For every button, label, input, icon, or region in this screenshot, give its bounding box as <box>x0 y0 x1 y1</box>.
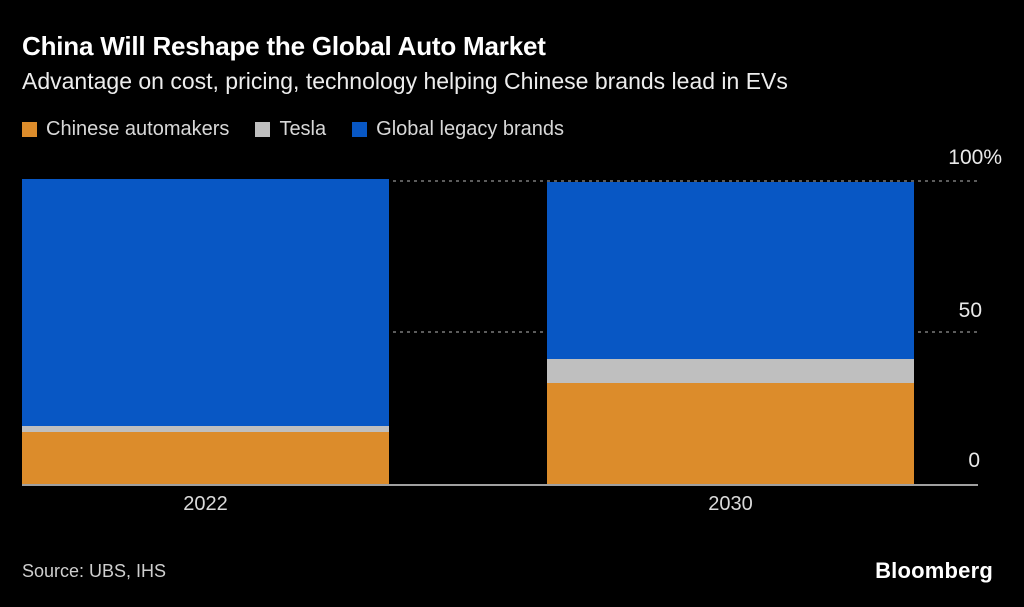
segment-chinese-automakers-2030 <box>547 383 914 484</box>
legend-item-chinese-automakers: Chinese automakers <box>22 118 229 141</box>
y-axis-tick-50: 50 <box>958 299 982 322</box>
legend-swatch-orange-icon <box>22 122 37 137</box>
segment-global-legacy-brands-2030 <box>547 182 914 359</box>
legend-swatch-gray-icon <box>255 122 271 137</box>
legend-label-chinese-automakers: Chinese automakers <box>46 118 230 140</box>
chart-title: China Will Reshape the Global Auto Marke… <box>22 31 546 61</box>
legend-label-global-legacy-brands: Global legacy brands <box>376 118 565 140</box>
chart-subtitle: Advantage on cost, pricing, technology h… <box>22 68 788 94</box>
segment-global-legacy-brands-2022 <box>22 179 389 427</box>
source-note: Source: UBS, IHS <box>22 561 167 581</box>
bar-2022 <box>22 179 389 484</box>
legend-label-tesla: Tesla <box>279 118 327 140</box>
gridline-100-percent <box>22 180 978 182</box>
segment-tesla-2022 <box>22 426 389 433</box>
bar-2030 <box>547 182 914 484</box>
bloomberg-logo: Bloomberg <box>875 558 993 583</box>
y-axis-tick-100: 100% <box>948 146 1002 169</box>
segment-chinese-automakers-2022 <box>22 432 389 484</box>
legend-item-tesla: Tesla <box>255 118 326 141</box>
plot-area: 2022 2030 <box>22 179 978 515</box>
x-axis-label-2022: 2022 <box>183 493 228 515</box>
gridline-50-percent <box>22 331 978 333</box>
chart-legend: Chinese automakers Tesla Global legacy b… <box>22 118 564 141</box>
legend-item-global-legacy-brands: Global legacy brands <box>352 118 564 141</box>
x-axis-baseline <box>22 484 978 486</box>
segment-tesla-2030 <box>547 358 914 384</box>
y-axis-tick-0: 0 <box>968 449 980 472</box>
legend-swatch-blue-icon <box>352 122 368 137</box>
x-axis-label-2030: 2030 <box>708 493 753 515</box>
